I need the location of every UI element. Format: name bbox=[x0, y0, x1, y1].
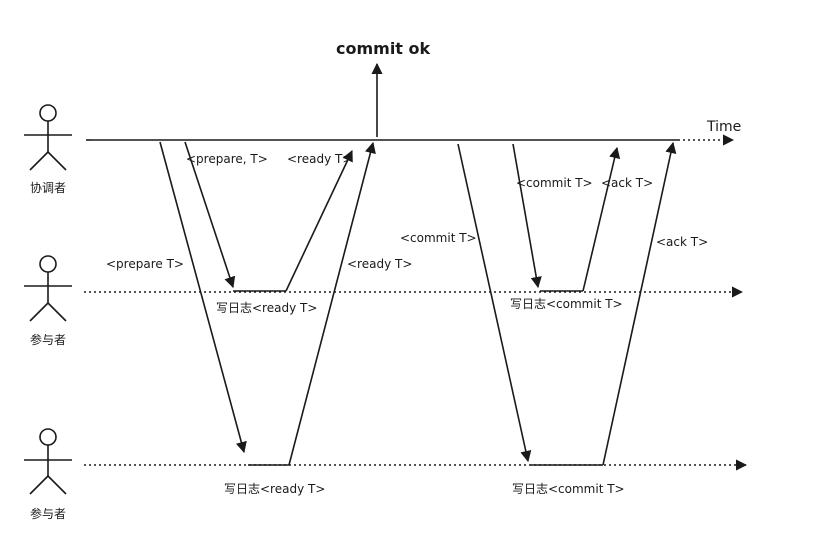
ack-arrow-participant-1 bbox=[582, 146, 621, 292]
message-label-commit-p2: <commit T> bbox=[400, 231, 477, 245]
message-label-commit-p1: <commit T> bbox=[516, 176, 593, 190]
time-label: Time bbox=[706, 119, 741, 135]
commit-arrow-participant-2 bbox=[457, 143, 532, 463]
actor-coordinator: 协调者 bbox=[24, 104, 72, 195]
actor-label-participant-1: 参与者 bbox=[30, 332, 66, 347]
commit-arrow-participant-1 bbox=[512, 143, 542, 289]
stick-figure-icon bbox=[24, 428, 72, 495]
ack-arrow-participant-2 bbox=[602, 141, 677, 466]
actor-participant-1: 参与者 bbox=[24, 255, 72, 347]
message-label-ready-p1: <ready T> bbox=[287, 152, 352, 166]
message-label-ack-p1: <ack T> bbox=[601, 176, 653, 190]
ready-arrow-participant-2 bbox=[288, 141, 376, 466]
prepare-arrow-participant-1 bbox=[184, 141, 236, 289]
message-label-ready-p2: <ready T> bbox=[347, 257, 412, 271]
message-label-ack-p2: <ack T> bbox=[656, 235, 708, 249]
stick-figure-icon bbox=[24, 104, 72, 171]
message-label-prepare-p1: <prepare, T> bbox=[186, 152, 268, 166]
log-label-p1-ready: 写日志<ready T> bbox=[216, 301, 317, 315]
prepare-arrow-participant-2 bbox=[159, 141, 247, 454]
commit-ok-label: commit ok bbox=[336, 39, 431, 58]
actor-participant-2: 参与者 bbox=[24, 428, 72, 521]
actor-label-coordinator: 协调者 bbox=[30, 180, 66, 195]
log-label-p2-ready: 写日志<ready T> bbox=[224, 482, 325, 496]
message-label-prepare-p2: <prepare T> bbox=[106, 257, 184, 271]
actor-label-participant-2: 参与者 bbox=[30, 506, 66, 521]
log-label-p2-commit: 写日志<commit T> bbox=[512, 482, 625, 496]
stick-figure-icon bbox=[24, 255, 72, 322]
ready-arrow-participant-1 bbox=[285, 149, 353, 292]
log-label-p1-commit: 写日志<commit T> bbox=[510, 297, 623, 311]
